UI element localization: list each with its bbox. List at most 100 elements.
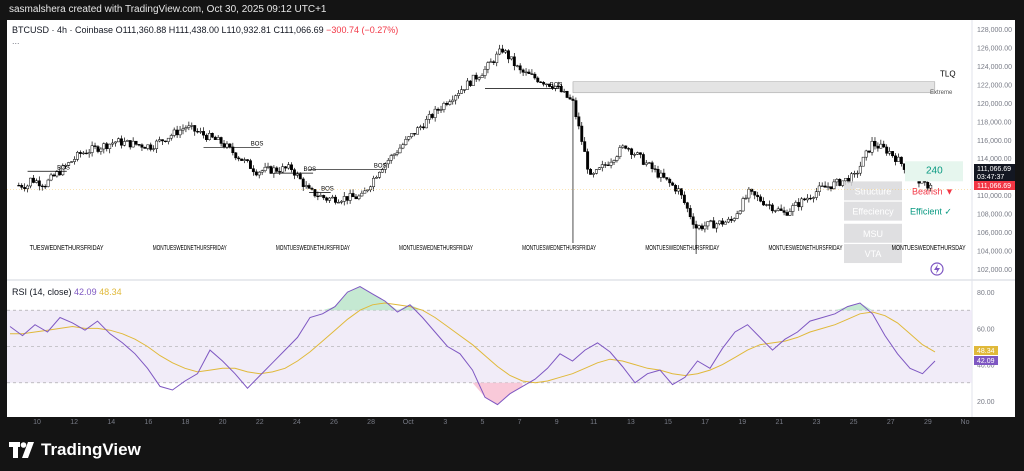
candle[interactable] <box>190 122 194 130</box>
candle[interactable] <box>210 132 214 139</box>
candle[interactable] <box>23 183 27 192</box>
candle[interactable] <box>75 150 79 162</box>
candle[interactable] <box>26 184 30 193</box>
candle[interactable] <box>521 68 525 77</box>
candle[interactable] <box>703 221 707 233</box>
candle[interactable] <box>17 182 21 187</box>
candle[interactable] <box>899 156 903 167</box>
candle[interactable] <box>248 158 252 169</box>
candle[interactable] <box>137 144 141 147</box>
candle[interactable] <box>524 68 528 76</box>
candle[interactable] <box>682 191 686 205</box>
candle[interactable] <box>779 204 783 212</box>
candle[interactable] <box>281 163 285 174</box>
candle[interactable] <box>533 72 537 80</box>
candle[interactable] <box>507 49 510 64</box>
candle[interactable] <box>439 105 443 114</box>
candle[interactable] <box>369 185 373 193</box>
candle[interactable] <box>603 162 607 169</box>
candle[interactable] <box>589 168 593 175</box>
candle[interactable] <box>732 217 736 223</box>
candle[interactable] <box>636 151 639 156</box>
candle[interactable] <box>108 143 112 154</box>
candle[interactable] <box>594 169 598 175</box>
candle[interactable] <box>463 89 466 94</box>
candle[interactable] <box>838 178 842 187</box>
candle[interactable] <box>140 143 144 151</box>
candle[interactable] <box>87 148 91 158</box>
candle[interactable] <box>800 197 804 211</box>
candle[interactable] <box>20 183 24 190</box>
candle[interactable] <box>143 146 147 149</box>
candle[interactable] <box>304 181 308 189</box>
candle[interactable] <box>512 52 516 71</box>
candle[interactable] <box>539 81 543 84</box>
candle[interactable] <box>688 205 692 220</box>
candle[interactable] <box>61 163 65 176</box>
candle[interactable] <box>609 158 613 169</box>
candle[interactable] <box>586 148 590 174</box>
candle[interactable] <box>29 177 32 189</box>
candle[interactable] <box>700 223 704 231</box>
candle[interactable] <box>612 159 616 166</box>
candle[interactable] <box>292 167 296 180</box>
candle[interactable] <box>876 142 880 152</box>
candle[interactable] <box>436 107 440 115</box>
candle[interactable] <box>331 194 334 199</box>
candle[interactable] <box>855 170 859 178</box>
candle[interactable] <box>873 137 877 150</box>
candle[interactable] <box>641 152 645 166</box>
candle[interactable] <box>316 191 320 201</box>
candle[interactable] <box>773 209 777 214</box>
candle[interactable] <box>615 155 619 163</box>
candle[interactable] <box>715 222 719 233</box>
candle[interactable] <box>744 194 748 200</box>
candle[interactable] <box>377 171 381 179</box>
candle[interactable] <box>158 136 161 143</box>
candle[interactable] <box>474 72 478 82</box>
candle[interactable] <box>929 183 933 192</box>
candle[interactable] <box>295 171 299 178</box>
candle[interactable] <box>152 145 156 152</box>
candle[interactable] <box>618 144 622 160</box>
candle[interactable] <box>363 187 367 194</box>
candle[interactable] <box>580 121 584 145</box>
candle[interactable] <box>820 182 824 187</box>
candle[interactable] <box>562 88 566 94</box>
candle[interactable] <box>504 49 507 54</box>
candle[interactable] <box>630 147 634 160</box>
candle[interactable] <box>556 81 560 89</box>
candle[interactable] <box>421 123 425 130</box>
candle[interactable] <box>70 161 74 163</box>
candle[interactable] <box>307 183 311 189</box>
rsi-label[interactable]: RSI (14, close) <box>12 287 72 297</box>
candle[interactable] <box>105 141 109 152</box>
candle[interactable] <box>735 210 739 220</box>
candle[interactable] <box>721 218 724 227</box>
candle[interactable] <box>638 152 642 159</box>
candle[interactable] <box>926 181 930 191</box>
candle[interactable] <box>457 90 461 99</box>
candle[interactable] <box>389 153 393 164</box>
candle[interactable] <box>867 150 871 154</box>
candle[interactable] <box>84 149 88 155</box>
candle[interactable] <box>718 220 722 226</box>
candle[interactable] <box>817 182 821 196</box>
candle[interactable] <box>410 133 414 139</box>
candle[interactable] <box>196 128 200 134</box>
candle[interactable] <box>571 95 575 243</box>
candle[interactable] <box>207 130 211 141</box>
candle[interactable] <box>518 63 522 74</box>
candle[interactable] <box>765 203 768 207</box>
candle[interactable] <box>665 177 669 181</box>
candle[interactable] <box>811 196 815 203</box>
candle[interactable] <box>548 83 551 88</box>
candle[interactable] <box>509 56 513 61</box>
candle[interactable] <box>43 184 47 190</box>
candle[interactable] <box>424 115 428 129</box>
candle[interactable] <box>841 180 845 188</box>
candle[interactable] <box>161 139 164 146</box>
candle[interactable] <box>624 145 628 150</box>
candle[interactable] <box>404 136 408 146</box>
candle[interactable] <box>181 124 185 135</box>
